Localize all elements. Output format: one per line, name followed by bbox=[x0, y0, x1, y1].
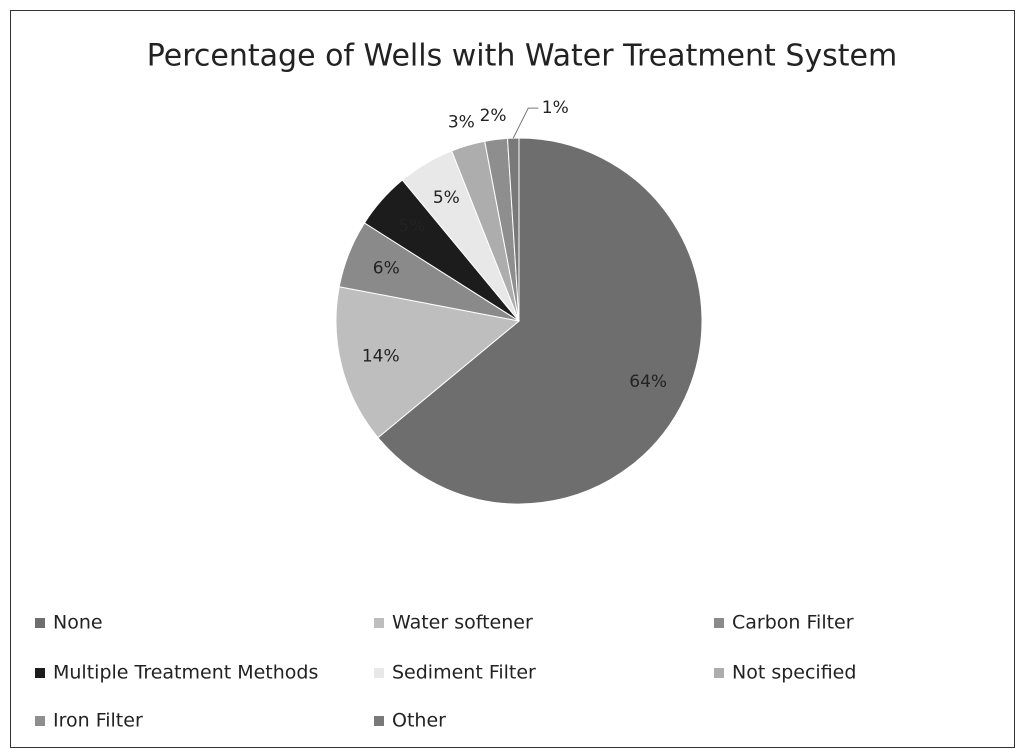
chart-title: Percentage of Wells with Water Treatment… bbox=[147, 39, 897, 74]
legend-label: Sediment Filter bbox=[392, 662, 536, 684]
legend-label: Iron Filter bbox=[53, 710, 143, 732]
legend-label: Not specified bbox=[732, 662, 856, 684]
leader-line bbox=[512, 107, 539, 139]
data-label: 1% bbox=[542, 98, 569, 118]
data-label: 6% bbox=[373, 258, 400, 278]
legend-swatch bbox=[374, 618, 384, 628]
data-label: 5% bbox=[398, 217, 425, 237]
legend-swatch bbox=[35, 716, 45, 726]
legend-swatch bbox=[35, 668, 45, 678]
legend-swatch bbox=[714, 618, 724, 628]
pie-slice bbox=[506, 137, 520, 322]
legend-swatch bbox=[374, 668, 384, 678]
data-label: 64% bbox=[629, 372, 667, 392]
legend-swatch bbox=[714, 668, 724, 678]
legend-swatch bbox=[374, 716, 384, 726]
data-label: 14% bbox=[362, 346, 400, 366]
legend-label: None bbox=[53, 612, 103, 634]
legend-label: Water softener bbox=[392, 612, 533, 634]
legend-label: Carbon Filter bbox=[732, 612, 854, 634]
legend-label: Other bbox=[392, 710, 446, 732]
legend-label: Multiple Treatment Methods bbox=[53, 662, 318, 684]
pie-slice bbox=[377, 137, 703, 505]
data-label: 5% bbox=[433, 188, 460, 208]
data-label: 2% bbox=[480, 106, 507, 126]
legend-swatch bbox=[35, 618, 45, 628]
pie-slice bbox=[335, 286, 521, 439]
data-label: 3% bbox=[448, 112, 475, 132]
